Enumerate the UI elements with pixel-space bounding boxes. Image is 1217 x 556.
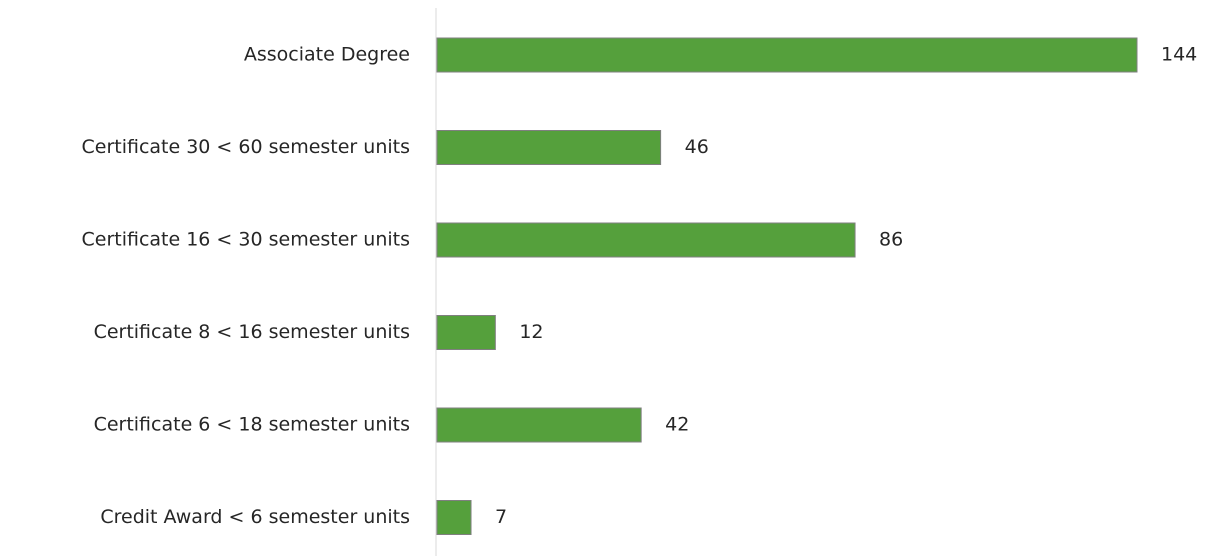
bar [436, 500, 472, 535]
data-label: 86 [879, 229, 903, 251]
bar [436, 407, 642, 443]
y-tick-label: Certificate 16 < 30 semester units [81, 229, 410, 251]
data-label: 144 [1161, 44, 1197, 66]
y-tick-label: Certificate 6 < 18 semester units [94, 414, 410, 436]
y-tick-label: Associate Degree [244, 44, 410, 66]
bar [436, 222, 856, 258]
data-label: 7 [495, 506, 507, 528]
bar [436, 315, 496, 350]
bar [436, 130, 662, 165]
y-tick-label: Certificate 8 < 16 semester units [94, 321, 410, 343]
y-tick-label: Certificate 30 < 60 semester units [81, 136, 410, 158]
bar [436, 37, 1138, 73]
y-tick-label: Credit Award < 6 semester units [100, 506, 410, 528]
data-label: 42 [665, 414, 689, 436]
data-label: 12 [519, 321, 543, 343]
data-label: 46 [685, 136, 709, 158]
